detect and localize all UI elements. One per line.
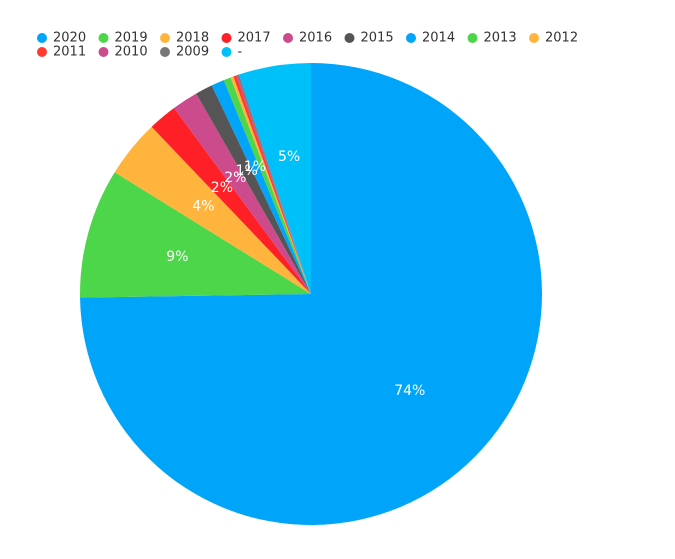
legend-label: 2011 — [53, 45, 86, 60]
legend-item-2009[interactable]: 2009 — [160, 45, 209, 60]
pie-data-label: 4% — [192, 199, 214, 215]
legend-marker — [98, 47, 109, 57]
legend-marker — [160, 33, 170, 43]
legend-label: 2020 — [53, 31, 86, 46]
legend-item-2011[interactable]: 2011 — [37, 45, 86, 60]
legend-label: 2019 — [115, 31, 148, 46]
legend-marker — [529, 33, 539, 43]
legend-label: 2016 — [299, 31, 332, 46]
legend-item-2012[interactable]: 2012 — [529, 31, 578, 46]
legend-label: - — [238, 45, 243, 60]
legend-item-2019[interactable]: 2019 — [98, 31, 148, 46]
legend-item-2020[interactable]: 2020 — [37, 31, 86, 46]
legend-item-dash[interactable]: - — [221, 45, 243, 60]
pie-slices — [80, 63, 543, 525]
pie-slice-2017[interactable] — [151, 107, 311, 294]
pie-labels: 74%9%4%2%2%1%1%5% — [166, 149, 425, 399]
pie-slice-2015[interactable] — [196, 85, 311, 294]
legend-label: 2010 — [115, 45, 148, 60]
legend-label: 2014 — [422, 31, 455, 46]
legend-item-2015[interactable]: 2015 — [344, 31, 394, 46]
legend-marker — [467, 33, 478, 43]
pie-slice-2014[interactable] — [211, 80, 311, 294]
legend-item-2013[interactable]: 2013 — [467, 31, 517, 46]
pie-slice-2013[interactable] — [223, 77, 311, 294]
pie-slice-2009[interactable] — [237, 74, 311, 294]
pie-data-label: 2% — [211, 180, 233, 196]
pie-slice-2018[interactable] — [114, 126, 312, 294]
pie-data-label: 1% — [244, 159, 266, 175]
legend-item-2016[interactable]: 2016 — [283, 31, 332, 46]
chart-legend: 2020 2019 2018 2017 2016 2015 2014 2013 2012 2011… — [37, 31, 578, 60]
pie-slice-dash[interactable] — [238, 63, 311, 294]
legend-item-2014[interactable]: 2014 — [406, 31, 455, 46]
pie-slice-2016[interactable] — [174, 93, 311, 294]
pie-data-label: 1% — [236, 163, 258, 179]
legend-marker — [283, 33, 293, 43]
legend-marker — [98, 33, 109, 43]
legend-label: 2015 — [361, 31, 394, 46]
pie-slice-2012[interactable] — [230, 76, 311, 295]
pie-slice-2011[interactable] — [233, 75, 311, 294]
legend-marker — [37, 47, 47, 57]
legend-marker — [406, 33, 416, 43]
legend-marker — [221, 47, 232, 57]
legend-label: 2018 — [176, 31, 209, 46]
legend-label: 2013 — [484, 31, 517, 46]
legend-label: 2012 — [545, 31, 578, 46]
pie-slice-2019[interactable] — [80, 172, 311, 298]
legend-item-2010[interactable]: 2010 — [98, 45, 148, 60]
legend-label: 2009 — [176, 45, 209, 60]
legend-marker — [344, 33, 355, 43]
legend-marker — [160, 47, 170, 57]
pie-data-label: 2% — [224, 170, 246, 186]
pie-slice-2020[interactable] — [80, 63, 543, 525]
legend-item-2017[interactable]: 2017 — [221, 31, 271, 46]
pie-slice-2010[interactable] — [236, 75, 311, 294]
pie-data-label: 74% — [394, 383, 425, 399]
legend-item-2018[interactable]: 2018 — [160, 31, 209, 46]
legend-marker — [221, 33, 232, 43]
pie-data-label: 9% — [166, 249, 188, 265]
legend-label: 2017 — [238, 31, 271, 46]
legend-marker — [37, 33, 47, 43]
pie-data-label: 5% — [278, 149, 300, 165]
